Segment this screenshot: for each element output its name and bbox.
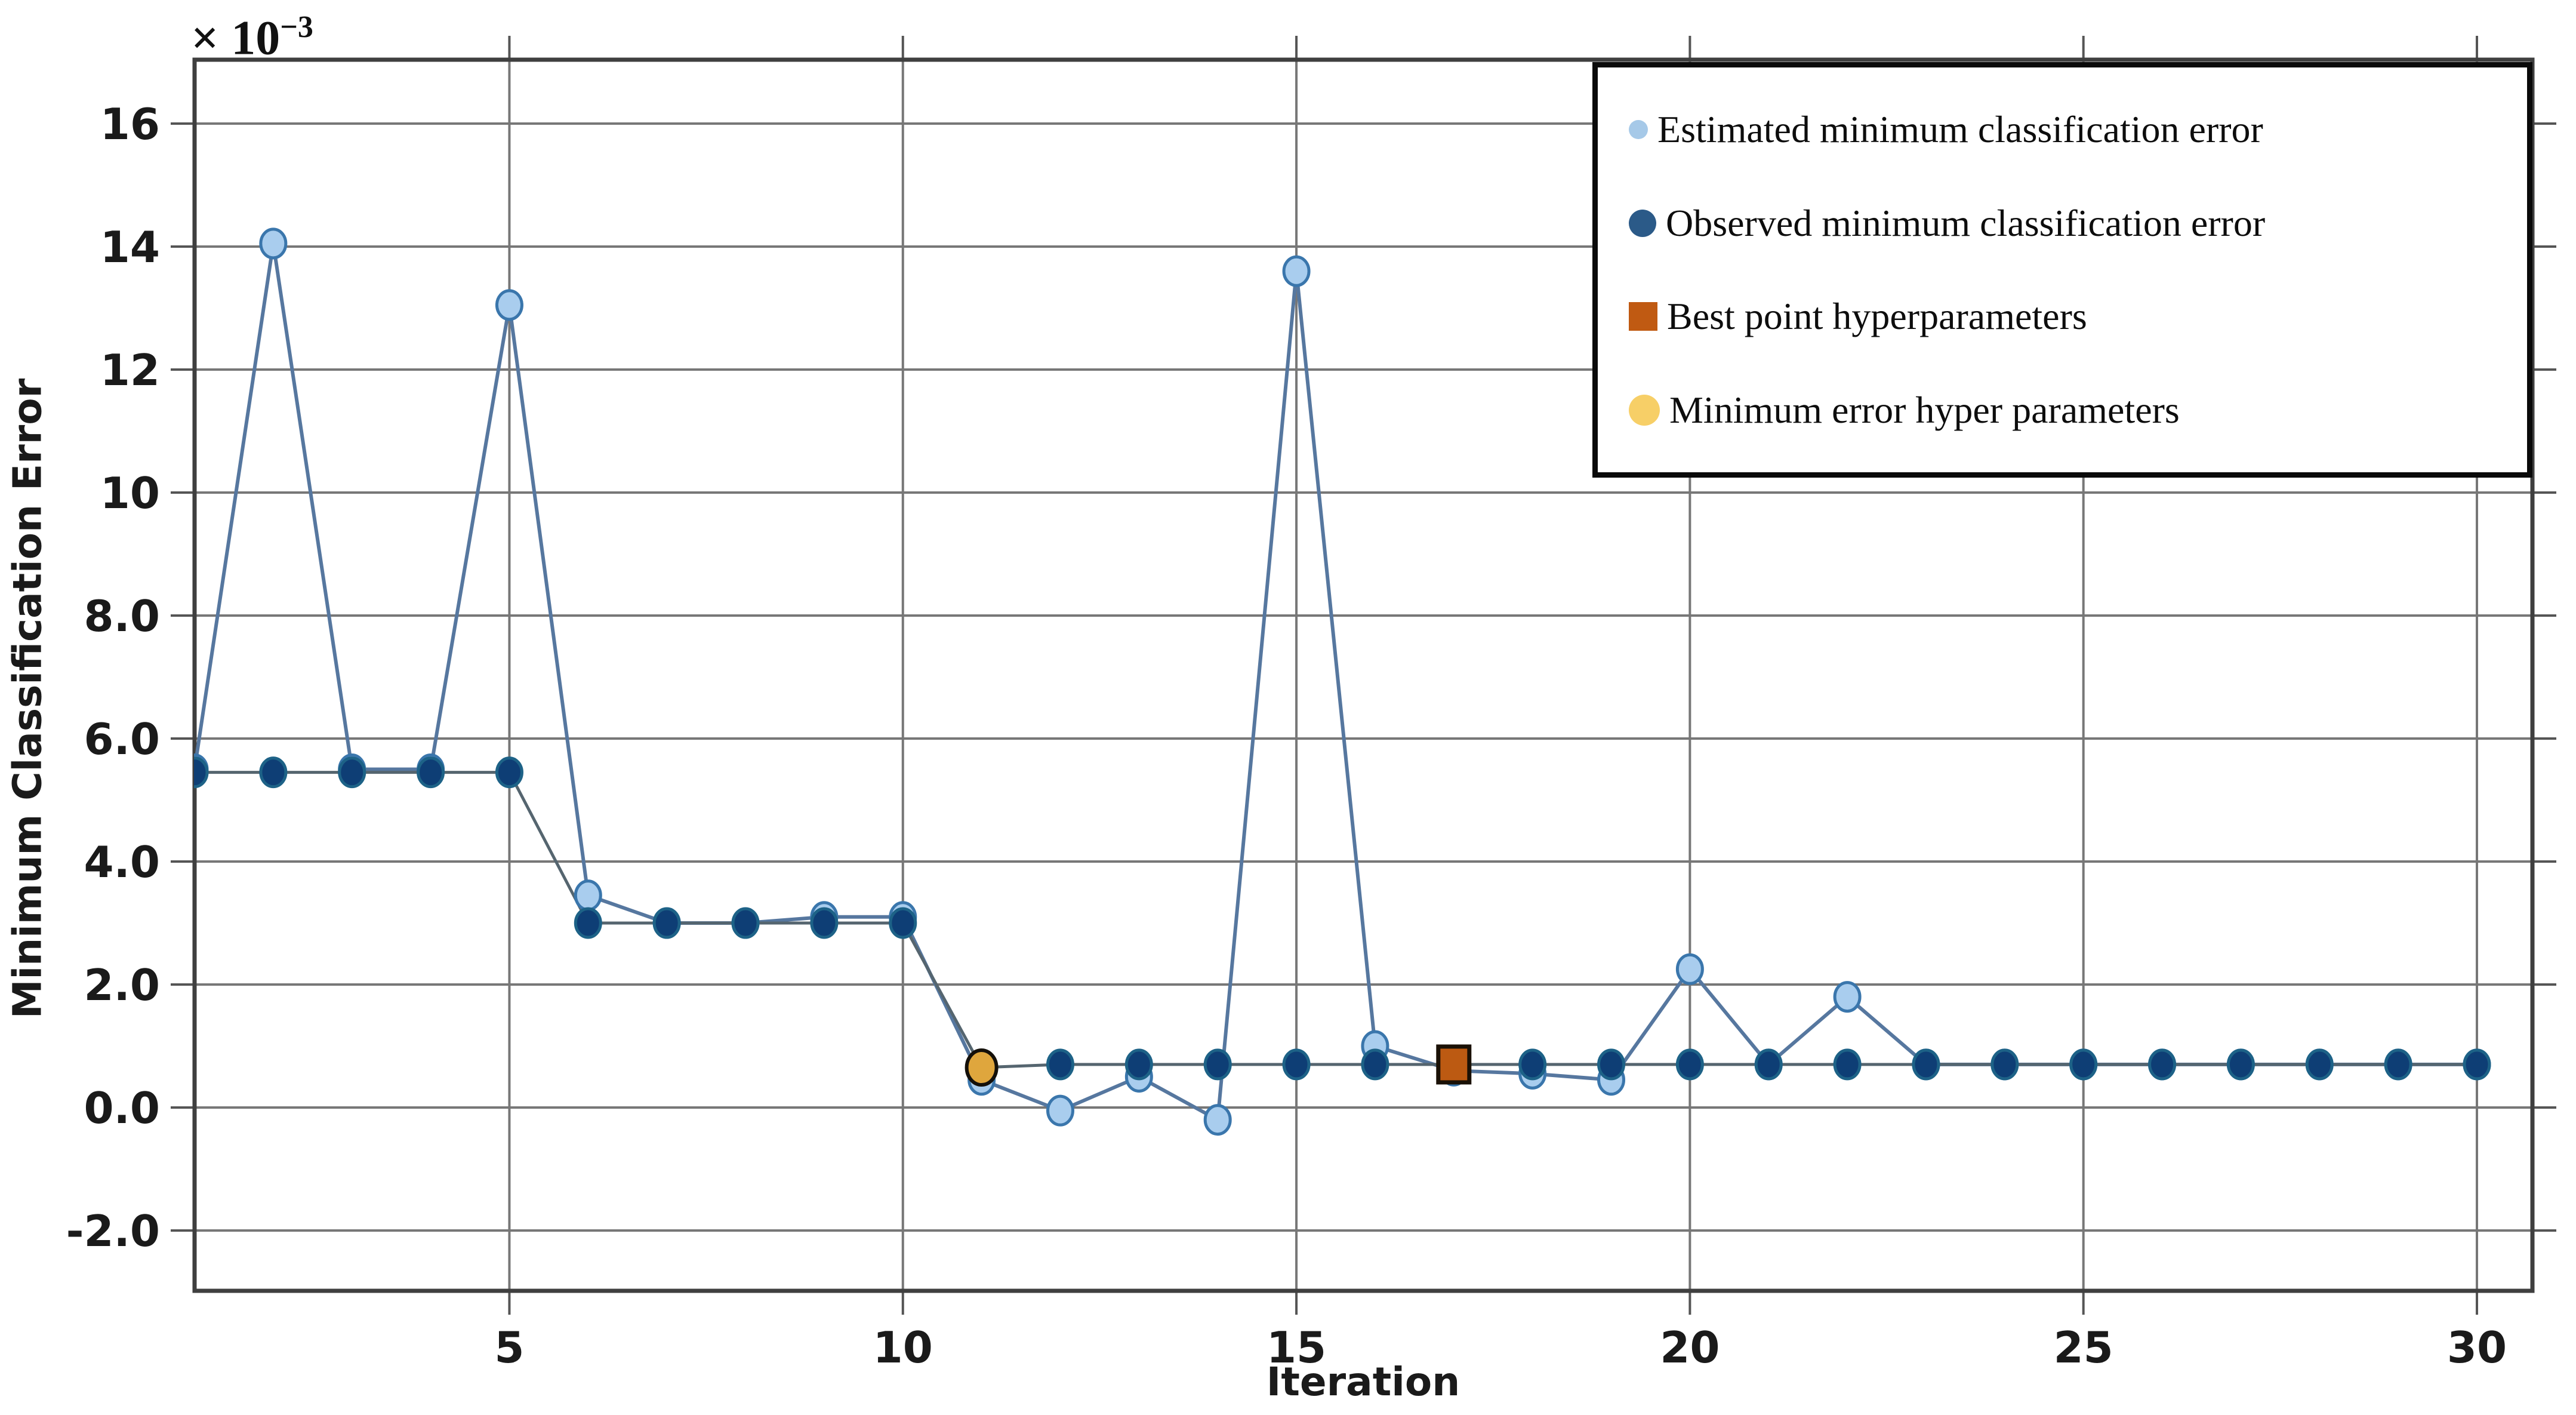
tick-label-y-16: 16 bbox=[100, 99, 160, 149]
tick-label-y-10: 10 bbox=[100, 468, 160, 518]
observed-marker-12 bbox=[1046, 1048, 1074, 1081]
tick-label-y--2.0: -2.0 bbox=[66, 1206, 160, 1256]
tick-label-y-14: 14 bbox=[100, 222, 160, 272]
observed-marker-22 bbox=[1833, 1048, 1862, 1081]
observed-marker-28 bbox=[2305, 1048, 2334, 1081]
observed-series-marker-icon bbox=[1629, 209, 1656, 237]
observed-marker-16 bbox=[1361, 1048, 1389, 1081]
tick-label-x-15: 15 bbox=[1267, 1322, 1326, 1373]
tick-label-y-0.0: 0.0 bbox=[84, 1083, 160, 1133]
observed-series-line bbox=[195, 771, 2477, 1069]
y-axis-title: Minimum Classification Error bbox=[4, 378, 51, 1019]
tick-label-x-5: 5 bbox=[494, 1322, 524, 1373]
observed-marker-21 bbox=[1754, 1048, 1783, 1081]
estimated-marker-2 bbox=[259, 227, 288, 260]
observed-marker-10 bbox=[889, 907, 917, 939]
best-point-marker bbox=[1436, 1044, 1472, 1085]
tick-label-y-4.0: 4.0 bbox=[84, 837, 160, 887]
observed-marker-5 bbox=[495, 756, 523, 789]
tick-label-y-6.0: 6.0 bbox=[84, 714, 160, 764]
legend-row-min-error: Minimum error hyper parameters bbox=[1629, 368, 2521, 452]
legend-label-estimated: Estimated minimum classification error bbox=[1657, 108, 2263, 151]
estimated-marker-20 bbox=[1675, 953, 1704, 985]
legend-label-best-point: Best point hyperparameters bbox=[1667, 295, 2087, 338]
observed-marker-27 bbox=[2226, 1048, 2255, 1081]
observed-marker-25 bbox=[2069, 1048, 2098, 1081]
observed-marker-14 bbox=[1203, 1048, 1232, 1081]
legend-row-observed: Observed minimum classification error bbox=[1629, 182, 2521, 265]
min-error-marker-icon bbox=[1629, 394, 1660, 426]
observed-marker-4 bbox=[417, 756, 445, 789]
observed-marker-1 bbox=[194, 756, 209, 789]
y-axis-multiplier-base: × 10 bbox=[191, 10, 281, 65]
observed-marker-6 bbox=[574, 907, 602, 939]
observed-marker-3 bbox=[338, 756, 366, 789]
observed-marker-8 bbox=[731, 907, 760, 939]
observed-marker-23 bbox=[1912, 1048, 1940, 1081]
estimated-marker-14 bbox=[1203, 1104, 1232, 1136]
y-axis-multiplier: × 10−3 bbox=[191, 10, 313, 66]
best-point-marker-icon bbox=[1629, 302, 1657, 331]
tick-label-y-2.0: 2.0 bbox=[84, 960, 160, 1010]
legend-row-best-point: Best point hyperparameters bbox=[1629, 275, 2521, 358]
observed-marker-29 bbox=[2384, 1048, 2412, 1081]
legend-label-min-error: Minimum error hyper parameters bbox=[1669, 388, 2180, 431]
observed-marker-18 bbox=[1518, 1048, 1547, 1081]
observed-marker-15 bbox=[1282, 1048, 1311, 1081]
tick-label-x-30: 30 bbox=[2447, 1322, 2507, 1373]
estimated-marker-6 bbox=[574, 879, 602, 912]
estimated-marker-15 bbox=[1282, 255, 1311, 287]
observed-marker-24 bbox=[1990, 1048, 2019, 1081]
tick-label-x-25: 25 bbox=[2054, 1322, 2113, 1373]
observed-marker-9 bbox=[810, 907, 839, 939]
series-layer bbox=[194, 227, 2491, 1136]
observed-marker-13 bbox=[1124, 1048, 1153, 1081]
tick-label-x-20: 20 bbox=[1660, 1322, 1720, 1373]
estimated-marker-12 bbox=[1046, 1094, 1074, 1127]
estimated-series-marker-icon bbox=[1629, 120, 1648, 140]
observed-marker-26 bbox=[2148, 1048, 2177, 1081]
plot-frame bbox=[192, 57, 2535, 1293]
tick-label-y-8.0: 8.0 bbox=[84, 591, 160, 641]
observed-marker-20 bbox=[1675, 1048, 1704, 1081]
legend-label-observed: Observed minimum classification error bbox=[1666, 201, 2266, 244]
observed-marker-7 bbox=[652, 907, 681, 939]
legend-row-estimated: Estimated minimum classification error bbox=[1629, 88, 2521, 171]
observed-marker-30 bbox=[2463, 1048, 2491, 1081]
estimated-marker-5 bbox=[495, 289, 523, 321]
x-axis-title: Iteration bbox=[1266, 1359, 1460, 1405]
y-axis-multiplier-exponent: −3 bbox=[280, 10, 313, 44]
min-error-point-marker bbox=[965, 1048, 999, 1087]
estimated-marker-22 bbox=[1833, 981, 1862, 1013]
observed-marker-2 bbox=[259, 756, 288, 789]
observed-marker-19 bbox=[1597, 1048, 1626, 1081]
tick-label-x-10: 10 bbox=[873, 1322, 933, 1373]
legend: Estimated minimum classification error O… bbox=[1592, 62, 2532, 478]
tick-label-y-12: 12 bbox=[100, 345, 160, 395]
